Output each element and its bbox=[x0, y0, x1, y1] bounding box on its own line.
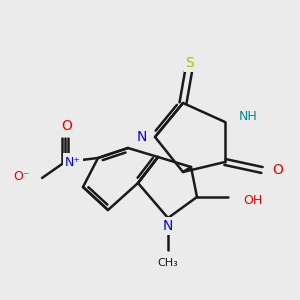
Text: S: S bbox=[186, 56, 194, 70]
Text: N⁺: N⁺ bbox=[65, 155, 81, 169]
Text: N: N bbox=[136, 130, 147, 144]
Text: OH: OH bbox=[243, 194, 262, 206]
Text: N: N bbox=[163, 219, 173, 233]
Text: NH: NH bbox=[239, 110, 258, 124]
Text: CH₃: CH₃ bbox=[158, 258, 178, 268]
Text: O⁻: O⁻ bbox=[14, 169, 30, 182]
Text: O: O bbox=[272, 163, 283, 177]
Text: O: O bbox=[61, 119, 72, 133]
